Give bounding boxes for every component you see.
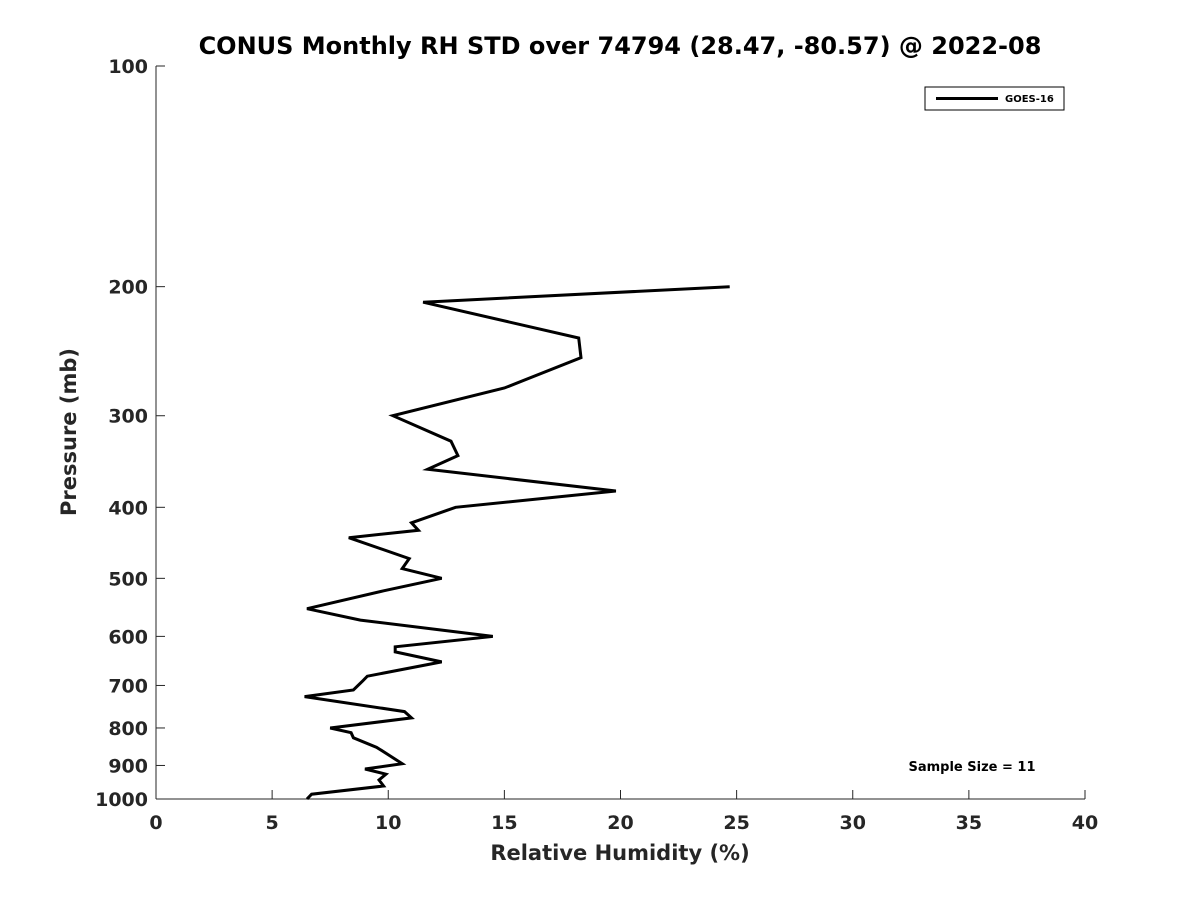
y-tick-label: 400 xyxy=(108,497,148,519)
y-tick-label: 800 xyxy=(108,718,148,740)
x-ticks: 0 5 10 15 20 25 30 35 40 xyxy=(149,790,1098,834)
x-tick-label: 20 xyxy=(607,812,633,834)
y-tick-label: 300 xyxy=(108,406,148,428)
chart-title: CONUS Monthly RH STD over 74794 (28.47, … xyxy=(199,32,1042,60)
y-ticks: 100 200 300 400 500 600 700 800 900 1000 xyxy=(95,56,165,811)
legend-label: GOES-16 xyxy=(1005,94,1054,105)
y-tick-label: 100 xyxy=(108,56,148,78)
y-tick-label: 500 xyxy=(108,568,148,590)
x-tick-label: 10 xyxy=(375,812,401,834)
x-axis-label: Relative Humidity (%) xyxy=(490,841,749,865)
x-tick-label: 35 xyxy=(956,812,982,834)
y-tick-label: 1000 xyxy=(95,789,148,811)
x-tick-label: 0 xyxy=(149,812,162,834)
axes xyxy=(155,66,1085,800)
legend: GOES-16 xyxy=(924,86,1065,111)
series-group xyxy=(304,285,730,801)
x-tick-label: 40 xyxy=(1072,812,1098,834)
y-tick-label: 700 xyxy=(108,675,148,697)
sample-size-annotation: Sample Size = 11 xyxy=(908,760,1035,775)
series-line-goes-16 xyxy=(304,285,730,801)
x-tick-label: 5 xyxy=(266,812,279,834)
x-tick-label: 15 xyxy=(491,812,517,834)
y-tick-label: 900 xyxy=(108,755,148,777)
y-tick-label: 600 xyxy=(108,626,148,648)
x-tick-label: 30 xyxy=(840,812,866,834)
y-axis-label: Pressure (mb) xyxy=(57,348,81,516)
y-tick-label: 200 xyxy=(108,277,148,299)
x-tick-label: 25 xyxy=(723,812,749,834)
